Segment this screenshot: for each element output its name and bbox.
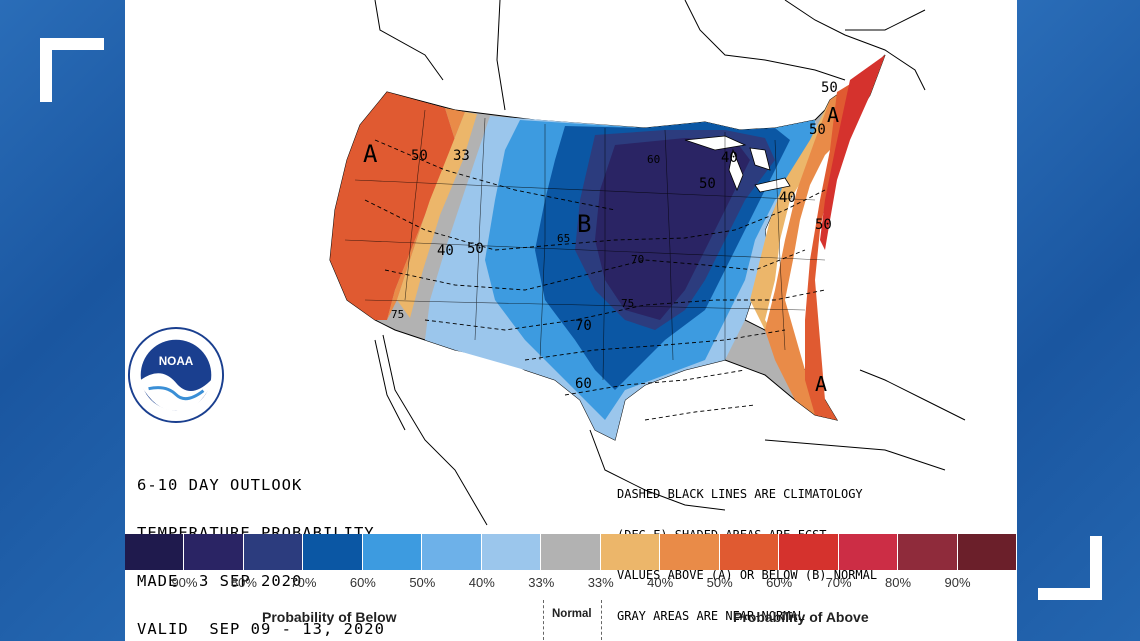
- outlook-title-line: 6-10 DAY OUTLOOK: [137, 476, 303, 494]
- contour-label: 65: [557, 232, 571, 245]
- legend-swatch: [838, 534, 899, 570]
- legend-normal-caption: Normal: [552, 608, 592, 620]
- temperature-outlook-map: [329, 0, 966, 526]
- legend-label: 80%: [885, 575, 912, 590]
- normal-divider-right: [601, 600, 602, 640]
- legend-label: 60%: [766, 575, 793, 590]
- bottom-right-corner-bracket-icon: [1038, 536, 1102, 600]
- legend-above-caption: Probability of Above: [733, 609, 869, 625]
- central-below-80: [595, 138, 750, 320]
- contour-label: 70: [631, 253, 645, 266]
- contour-label: 50: [809, 122, 826, 138]
- noaa-logo-icon: NOAA: [127, 326, 225, 424]
- legend-swatch: [541, 534, 601, 570]
- outlook-title-line: VALID SEP 09 - 13, 2020: [137, 620, 385, 638]
- legend-swatch: [184, 534, 244, 570]
- outlook-title-block: 6-10 DAY OUTLOOK TEMPERATURE PROBABILITY…: [137, 445, 385, 641]
- contour-label: 50: [411, 148, 428, 164]
- west-above-light: [397, 112, 477, 318]
- legend-label: 50%: [706, 575, 733, 590]
- state-borders: [344, 109, 826, 381]
- legend-label: 80%: [230, 575, 257, 590]
- region-letter-northeast-a: A: [827, 103, 840, 127]
- legend-label: 60%: [349, 575, 376, 590]
- region-letter-west-a: A: [363, 140, 378, 168]
- noaa-logo-text: NOAA: [159, 355, 194, 368]
- legend-swatch: [125, 534, 185, 570]
- legend-swatch: [303, 534, 363, 570]
- legend-swatch: [898, 534, 958, 570]
- right-background-panel: [1017, 0, 1140, 641]
- contour-label: 75: [391, 308, 405, 321]
- map-note-line: DASHED BLACK LINES ARE CLIMATOLOGY: [617, 487, 863, 501]
- contour-label: 40: [437, 243, 454, 259]
- left-background-panel: [0, 0, 125, 641]
- contour-label: 75: [621, 297, 635, 310]
- map-note-line: GRAY AREAS ARE NEAR-NORMAL: [617, 608, 805, 623]
- region-letter-central-b: B: [577, 210, 592, 238]
- contour-label: 60: [575, 376, 592, 392]
- legend-swatch: [243, 534, 304, 570]
- legend-swatch: [362, 534, 423, 570]
- legend-label: 70%: [825, 575, 852, 590]
- region-letter-florida-a: A: [815, 372, 828, 396]
- legend-label: 33%: [587, 575, 614, 590]
- contour-label: 50: [467, 241, 484, 257]
- contour-label: 40: [721, 150, 738, 166]
- legend-swatch: [957, 534, 1017, 570]
- legend-swatch: [779, 534, 839, 570]
- east-above-70: [820, 55, 885, 250]
- legend-swatch: [719, 534, 780, 570]
- legend-label: 40%: [468, 575, 495, 590]
- legend-swatch: [481, 534, 542, 570]
- outlook-title-line: MADE 3 SEP 2020: [137, 572, 303, 590]
- country-borders: [374, 0, 966, 526]
- contour-label: 50: [699, 176, 716, 192]
- west-above-fringe: [387, 108, 465, 320]
- contour-label: 50: [821, 80, 838, 96]
- legend-swatch: [660, 534, 720, 570]
- legend-label: 70%: [290, 575, 317, 590]
- legend-label: 90%: [171, 575, 198, 590]
- contour-label: 60: [647, 153, 661, 166]
- legend-swatch: [600, 534, 661, 570]
- map-note-line: VALUES ABOVE (A) OR BELOW (B) NORMAL: [617, 568, 878, 582]
- legend-below-caption: Probability of Below: [262, 609, 397, 625]
- probability-legend-bar: [125, 534, 1017, 570]
- west-above-region: [330, 92, 455, 320]
- legend-label: 40%: [647, 575, 674, 590]
- contour-label: 50: [815, 217, 832, 233]
- climatology-lines: [364, 139, 826, 421]
- east-above-50: [765, 55, 885, 420]
- contour-label: 33: [453, 148, 470, 164]
- contour-label: 40: [779, 190, 796, 206]
- legend-label: 33%: [528, 575, 555, 590]
- normal-divider-left: [543, 600, 544, 640]
- outlook-map-panel: A B A A 50 33 40 50 60 40 50 65 70 75 70…: [125, 0, 1017, 641]
- legend-swatch: [422, 534, 482, 570]
- probability-legend-labels: 90% 80% 70% 60% 50% 40% 33% 33% 40% 50% 60% 70% 80% 9…: [125, 575, 1017, 595]
- contour-label: 70: [575, 318, 592, 334]
- top-left-corner-bracket-icon: [40, 38, 104, 102]
- great-lakes: [684, 135, 791, 193]
- legend-label: 90%: [944, 575, 971, 590]
- legend-label: 50%: [409, 575, 436, 590]
